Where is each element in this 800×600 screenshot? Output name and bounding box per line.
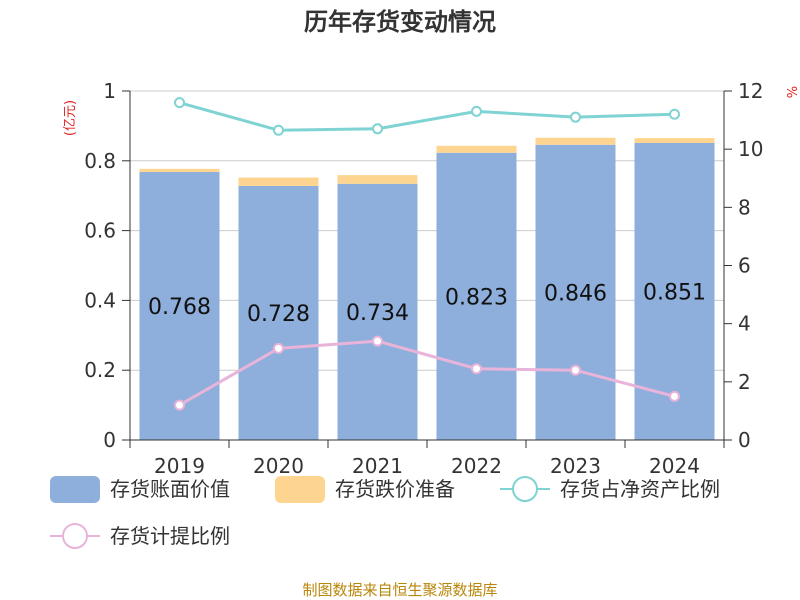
- lines-layer: [174, 97, 680, 411]
- point-inventory-ratio: [471, 105, 482, 117]
- legend-book-value: 存货账面价值: [50, 476, 230, 503]
- legend-impairment-reserve: 存货跌价准备: [275, 476, 455, 503]
- bar-impairment-reserve: [139, 168, 220, 172]
- bar-book-value: [535, 144, 616, 440]
- legend-inventory-ratio: 存货占净资产比例: [500, 476, 720, 502]
- legend-swatch-marker: [62, 523, 88, 549]
- source-note: 制图数据来自恒生聚源数据库: [302, 581, 497, 599]
- y-right-tick-label: 6: [738, 254, 751, 278]
- bar-impairment-reserve: [436, 145, 517, 153]
- legend-label: 存货账面价值: [110, 477, 230, 501]
- bar-impairment-reserve: [238, 177, 319, 186]
- point-inventory-ratio: [372, 123, 383, 135]
- left-axis-unit: (亿元): [63, 100, 78, 136]
- point-provision-ratio: [372, 335, 383, 347]
- y-right-tick-label: 4: [738, 312, 751, 336]
- x-tick-label: 2023: [550, 454, 601, 478]
- y-left-tick-label: 0.4: [84, 288, 116, 312]
- y-left-tick-label: 0.8: [84, 149, 116, 173]
- legend-label: 存货跌价准备: [335, 477, 455, 501]
- right-axis-unit: %: [786, 86, 800, 98]
- bar-book-value: [238, 185, 319, 440]
- legend-swatch-marker: [512, 476, 538, 502]
- point-provision-ratio: [174, 399, 185, 411]
- legend-label: 存货占净资产比例: [560, 477, 720, 501]
- y-right-tick-label: 0: [738, 428, 751, 452]
- gridlines: [130, 90, 724, 371]
- line-inventory-ratio: [179, 101, 675, 132]
- y-left-tick-label: 1: [103, 79, 116, 103]
- bar-book-value: [436, 152, 517, 440]
- bar-book-value: [337, 183, 418, 441]
- point-inventory-ratio: [570, 111, 581, 123]
- legend-provision-ratio: 存货计提比例: [50, 523, 230, 549]
- point-provision-ratio: [570, 364, 581, 376]
- x-tick-label: 2020: [253, 454, 304, 478]
- y-left-tick-label: 0.2: [84, 358, 116, 382]
- bar-data-label: 0.728: [247, 302, 310, 327]
- y-left-tick-label: 0: [103, 428, 116, 452]
- x-tick-label: 2019: [154, 454, 205, 478]
- y-right-tick-label: 8: [738, 195, 751, 219]
- bar-impairment-reserve: [634, 138, 715, 144]
- x-tick-label: 2022: [451, 454, 502, 478]
- legend-swatch: [50, 476, 100, 503]
- legend-label: 存货计提比例: [110, 524, 230, 548]
- point-inventory-ratio: [174, 97, 185, 109]
- bar-data-label: 0.734: [346, 301, 409, 326]
- y-left-tick-label: 0.6: [84, 219, 116, 243]
- legend-swatch: [275, 476, 325, 503]
- x-tick-label: 2024: [649, 454, 700, 478]
- bar-data-label: 0.768: [148, 295, 211, 320]
- bar-impairment-reserve: [337, 175, 418, 184]
- point-provision-ratio: [669, 390, 680, 402]
- y-right-tick-label: 10: [738, 137, 763, 161]
- chart-title: 历年存货变动情况: [304, 8, 496, 36]
- bar-data-label: 0.823: [445, 285, 508, 310]
- bar-impairment-reserve: [535, 137, 616, 145]
- point-provision-ratio: [273, 342, 284, 354]
- bar-data-label: 0.846: [544, 281, 607, 306]
- bars-layer: 0.768 0.728 0.734 0.823 0.846 0.851: [139, 137, 715, 441]
- point-provision-ratio: [471, 363, 482, 375]
- line-provision-ratio: [178, 339, 675, 407]
- y-right-tick-label: 12: [738, 79, 763, 103]
- x-tick-label: 2021: [352, 454, 403, 478]
- bar-book-value: [139, 171, 220, 440]
- y-right-tick-label: 2: [738, 370, 751, 394]
- point-inventory-ratio: [669, 108, 680, 120]
- point-inventory-ratio: [273, 124, 284, 136]
- bar-data-label: 0.851: [643, 281, 706, 306]
